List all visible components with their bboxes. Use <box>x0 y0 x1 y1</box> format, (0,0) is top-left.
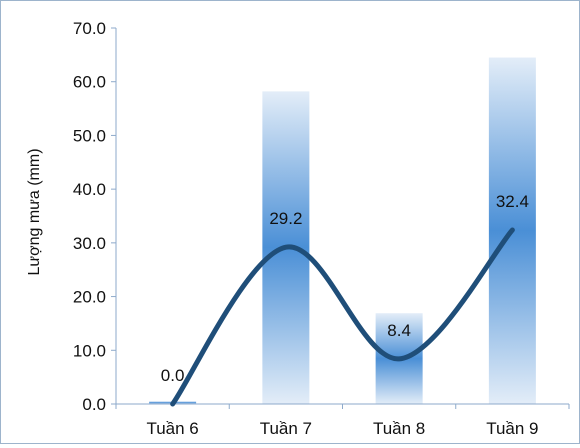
line-series-group <box>170 227 515 407</box>
y-tick-label: 30.0 <box>73 234 106 253</box>
data-label-4: 32.4 <box>496 192 529 211</box>
y-tick-label: 20.0 <box>73 288 106 307</box>
data-labels-group: 0.0 29.2 8.4 32.4 <box>161 192 529 385</box>
data-label-2: 29.2 <box>269 209 302 228</box>
y-tick-label: 50.0 <box>73 126 106 145</box>
y-tick-label: 0.0 <box>82 395 106 414</box>
y-tick-label: 70.0 <box>73 19 106 38</box>
data-label-1: 0.0 <box>161 366 185 385</box>
bars-group <box>149 57 536 405</box>
x-tick-label: Tuần 6 <box>146 419 198 438</box>
y-axis: 0.0 10.0 20.0 30.0 40.0 50.0 60.0 70.0 <box>73 19 117 414</box>
y-tick-label: 60.0 <box>73 73 106 92</box>
x-axis: Tuần 6 Tuần 7 Tuần 8 Tuần 9 <box>115 403 570 438</box>
rainfall-line <box>170 227 515 407</box>
x-tick-label: Tuần 8 <box>373 419 425 438</box>
x-tick-label: Tuần 9 <box>486 419 538 438</box>
data-label-3: 8.4 <box>387 321 411 340</box>
y-tick-label: 40.0 <box>73 180 106 199</box>
y-tick-label: 10.0 <box>73 341 106 360</box>
x-tick-label: Tuần 7 <box>260 419 312 438</box>
y-axis-title: Lượng mưa (mm) <box>26 148 43 275</box>
